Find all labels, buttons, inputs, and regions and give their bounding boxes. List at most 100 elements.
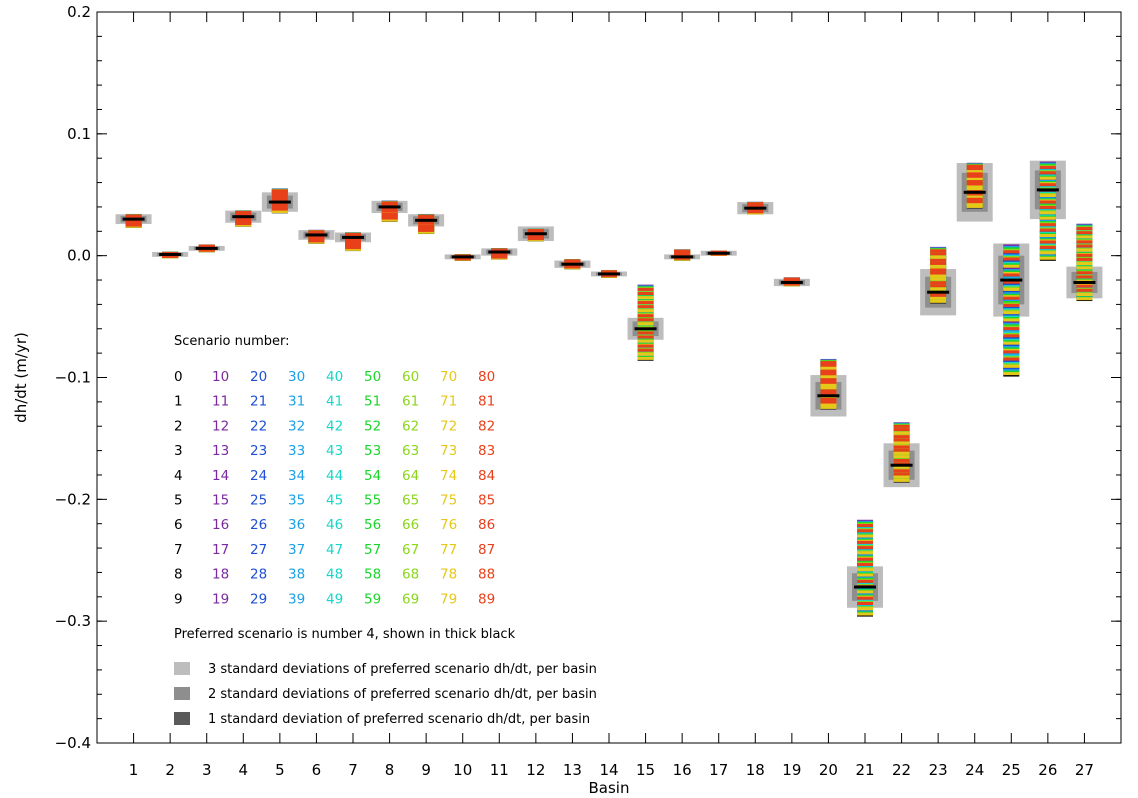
- scenario-mark: [637, 314, 654, 318]
- preferred-mark: [268, 200, 291, 204]
- scenario-mark: [235, 210, 252, 214]
- x-tick-label: 9: [421, 761, 431, 779]
- scenario-mark: [1003, 350, 1020, 354]
- scenario-number: 52: [364, 418, 381, 434]
- scenario-number: 14: [212, 468, 229, 484]
- scenario-number: 35: [288, 493, 305, 509]
- preferred-mark: [927, 290, 950, 294]
- scenario-mark: [930, 287, 947, 291]
- scenario-mark: [747, 209, 764, 213]
- scenario-mark: [820, 397, 837, 401]
- scenario-mark: [820, 374, 837, 378]
- scenario-mark: [271, 206, 288, 210]
- scenario-number: 83: [478, 443, 495, 459]
- preferred-mark: [488, 250, 511, 254]
- scenario-mark: [893, 462, 910, 466]
- x-tick-label: 7: [348, 761, 358, 779]
- scenario-number: 64: [402, 468, 419, 484]
- scenario-mark: [1076, 248, 1093, 252]
- scenario-mark: [966, 194, 983, 198]
- scenario-mark: [893, 469, 910, 473]
- scenario-mark: [893, 455, 910, 459]
- scenario-mark: [637, 348, 654, 352]
- scenario-number: 70: [440, 369, 457, 385]
- scenario-number: 36: [288, 517, 305, 533]
- scenario-mark: [930, 261, 947, 265]
- scenario-mark: [381, 215, 398, 219]
- x-tick-label: 19: [782, 761, 801, 779]
- scenario-mark: [1003, 280, 1020, 284]
- scenario-mark: [637, 309, 654, 313]
- preferred-mark: [305, 233, 328, 237]
- preferred-mark: [451, 255, 474, 259]
- scenario-number: 20: [250, 369, 267, 385]
- preferred-mark: [854, 585, 876, 589]
- scenario-number: 47: [326, 542, 343, 558]
- scenario-mark: [308, 236, 325, 240]
- scenario-mark: [1039, 234, 1056, 238]
- x-tick-label: 13: [563, 761, 582, 779]
- scenario-number: 85: [478, 493, 495, 509]
- x-tick-label: 11: [490, 761, 509, 779]
- x-tick-label: 2: [165, 761, 175, 779]
- x-tick-label: 12: [526, 761, 545, 779]
- preferred-mark: [1073, 280, 1096, 284]
- scenario-mark: [637, 352, 654, 356]
- x-tick-label: 6: [312, 761, 322, 779]
- scenario-number: 69: [402, 591, 419, 607]
- y-axis-title: dh/dt (m/yr): [12, 332, 30, 423]
- scenario-mark: [1076, 227, 1093, 231]
- scenario-mark: [1039, 245, 1056, 249]
- scenario-mark: [271, 193, 288, 197]
- scenario-number: 16: [212, 517, 229, 533]
- scenario-mark: [930, 252, 947, 256]
- preferred-mark: [890, 463, 913, 467]
- y-tick-label: 0.2: [67, 3, 91, 21]
- scenario-mark: [857, 557, 873, 561]
- scenario-mark: [637, 331, 654, 335]
- scenario-mark: [125, 222, 142, 226]
- scenario-mark: [308, 238, 325, 242]
- scenario-mark: [857, 590, 873, 594]
- scenario-mark: [820, 389, 837, 393]
- x-tick-label: 18: [746, 761, 765, 779]
- scenario-number: 29: [250, 591, 267, 607]
- scenario-mark: [1076, 297, 1093, 301]
- scenario-mark: [1039, 240, 1056, 244]
- scenario-number: 59: [364, 591, 381, 607]
- scenario-mark: [747, 202, 764, 206]
- scenario-marks: [125, 161, 1093, 617]
- preferred-marks: [122, 188, 1096, 589]
- scenario-number: 0: [174, 369, 183, 385]
- scenario-number: 68: [402, 567, 419, 583]
- scenario-number: 55: [364, 493, 381, 509]
- scenario-mark: [893, 441, 910, 445]
- scenario-number: 51: [364, 394, 381, 410]
- scenario-mark: [345, 242, 361, 246]
- scenario-mark: [966, 197, 983, 201]
- scenario-mark: [930, 271, 947, 275]
- scenario-number: 74: [440, 468, 457, 484]
- scenario-mark: [1003, 318, 1020, 322]
- scenario-number: 40: [326, 369, 343, 385]
- scenario-mark: [966, 177, 983, 181]
- preferred-mark: [1000, 278, 1023, 282]
- scenario-number: 88: [478, 567, 495, 583]
- x-tick-label: 3: [202, 761, 212, 779]
- scenario-number: 60: [402, 369, 419, 385]
- scenario-number: 58: [364, 567, 381, 583]
- preferred-mark: [963, 190, 986, 194]
- scenario-mark: [857, 540, 873, 544]
- scenario-mark: [930, 274, 947, 278]
- scenario-number: 57: [364, 542, 381, 558]
- scenario-mark: [1039, 194, 1056, 198]
- y-axis-ticks: 0.2 0.1 0.0 −0.1 −0.2 −0.3 −0.4: [55, 3, 1121, 752]
- scenario-mark: [1003, 296, 1020, 300]
- scenario-mark: [857, 551, 873, 555]
- scenario-mark: [418, 224, 435, 228]
- scenario-number: 41: [326, 394, 343, 410]
- scenario-mark: [857, 523, 873, 527]
- scenario-mark: [893, 475, 910, 479]
- scenario-mark: [1003, 303, 1020, 307]
- scenario-number: 66: [402, 517, 419, 533]
